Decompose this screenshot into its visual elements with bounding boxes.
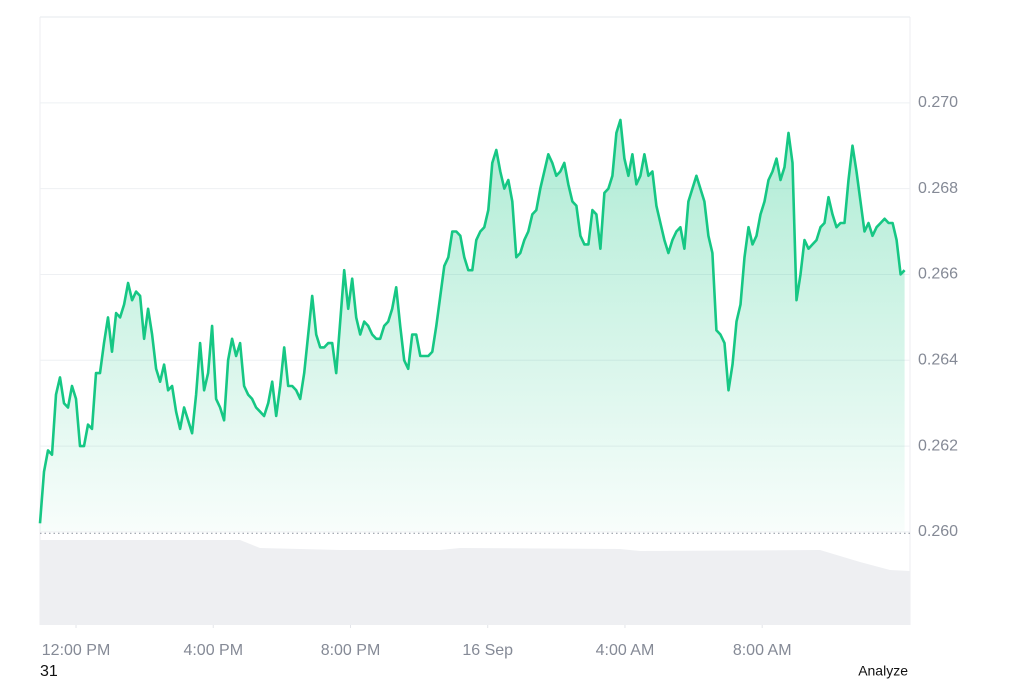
y-tick-label: 0.262	[918, 437, 958, 454]
price-line	[38, 118, 906, 524]
x-tick-label: 8:00 AM	[733, 642, 792, 659]
y-tick-label: 0.270	[918, 94, 958, 111]
x-tick-label: 12:00 PM	[42, 642, 110, 659]
volume-band	[40, 540, 910, 625]
x-tick-label: 4:00 PM	[183, 642, 243, 659]
y-tick-label: 0.266	[918, 266, 958, 283]
area-fill	[40, 120, 905, 532]
x-tick-label: 4:00 AM	[596, 642, 655, 659]
y-tick-label: 0.260	[918, 523, 958, 540]
analyze-button[interactable]: Analyze	[858, 663, 908, 679]
footer-left: 31	[40, 663, 58, 680]
x-tick-label: 16 Sep	[462, 642, 513, 659]
y-tick-label: 0.268	[918, 180, 958, 197]
y-tick-label: 0.264	[918, 351, 958, 368]
x-tick-label: 8:00 PM	[321, 642, 381, 659]
